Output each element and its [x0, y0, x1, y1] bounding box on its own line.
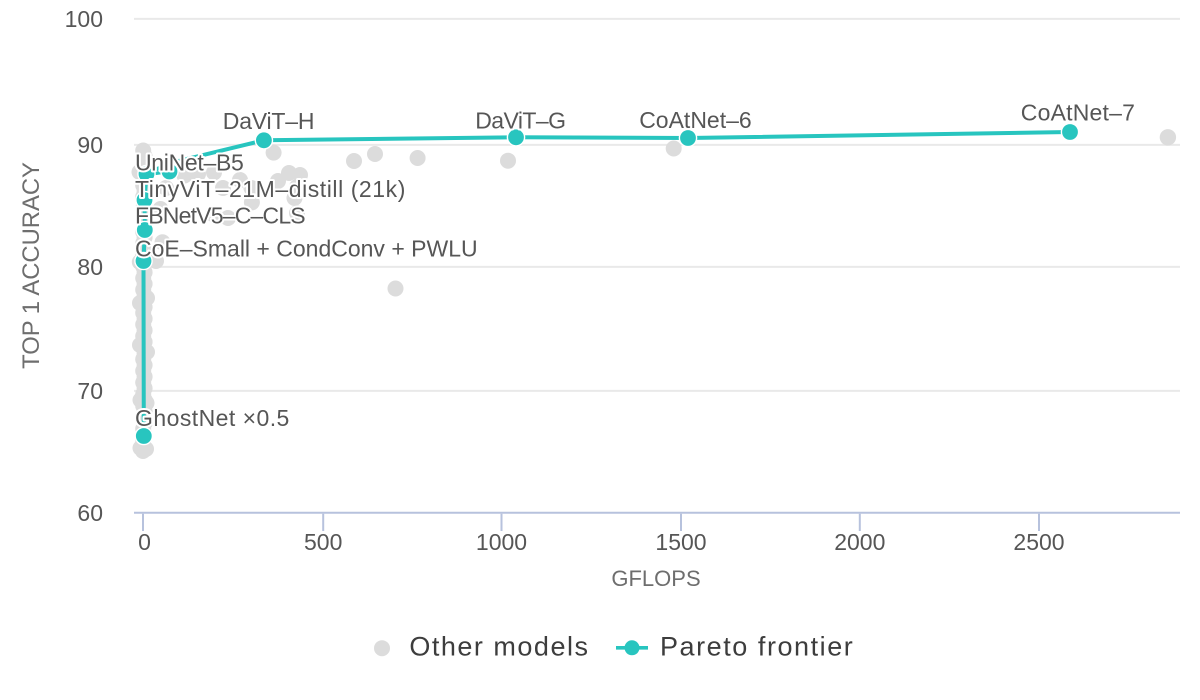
svg-text:1500: 1500	[655, 529, 706, 555]
svg-text:UniNet–B5: UniNet–B5	[135, 150, 244, 176]
svg-text:1000: 1000	[476, 529, 527, 555]
svg-text:60: 60	[77, 500, 103, 526]
svg-text:90: 90	[77, 132, 103, 158]
svg-text:FBNetV5–C–CLS: FBNetV5–C–CLS	[135, 203, 305, 229]
svg-text:DaViT–H: DaViT–H	[223, 108, 314, 134]
svg-text:100: 100	[65, 6, 103, 32]
svg-text:GhostNet ×0.5: GhostNet ×0.5	[135, 405, 290, 431]
svg-text:80: 80	[77, 254, 103, 280]
svg-text:TinyViT–21M–distill (21k): TinyViT–21M–distill (21k)	[135, 176, 406, 202]
svg-text:500: 500	[304, 529, 342, 555]
svg-text:TOP 1 ACCURACY: TOP 1 ACCURACY	[18, 162, 45, 369]
svg-text:2000: 2000	[834, 529, 885, 555]
svg-text:70: 70	[77, 378, 103, 404]
svg-text:Other models: Other models	[409, 632, 589, 662]
svg-text:2500: 2500	[1013, 529, 1064, 555]
svg-text:GFLOPS: GFLOPS	[611, 566, 700, 591]
svg-text:CoAtNet–6: CoAtNet–6	[639, 107, 752, 133]
svg-text:DaViT–G: DaViT–G	[475, 107, 565, 133]
svg-text:Pareto frontier: Pareto frontier	[660, 632, 854, 662]
svg-text:CoE–Small + CondConv + PWLU: CoE–Small + CondConv + PWLU	[135, 236, 478, 262]
svg-text:CoAtNet–7: CoAtNet–7	[1021, 100, 1135, 126]
svg-text:0: 0	[138, 529, 151, 555]
